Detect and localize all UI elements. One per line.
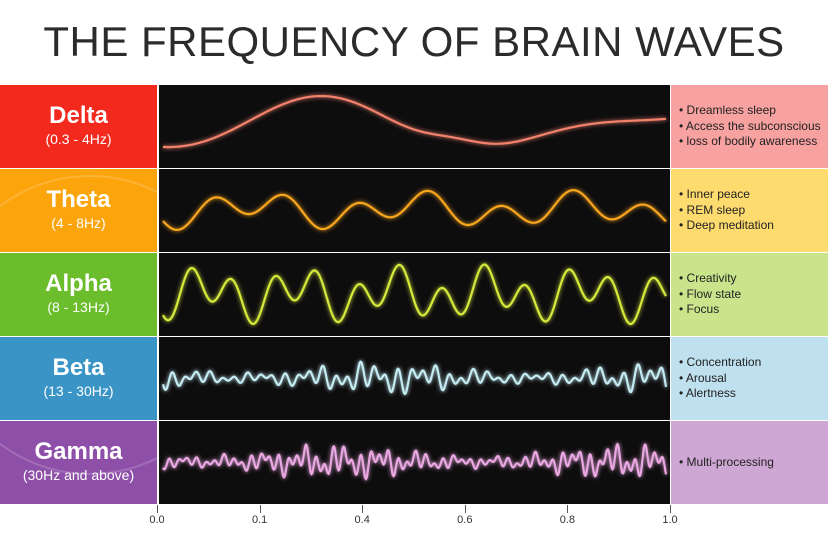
effect-item: • Arousal xyxy=(679,370,727,385)
effect-item: • Creativity xyxy=(679,271,737,286)
effect-item: • Focus xyxy=(679,302,720,317)
wave-effects: • Inner peace • REM sleep • Deep meditatio… xyxy=(671,169,828,252)
wave-line xyxy=(162,442,668,481)
wave-plot xyxy=(159,85,670,168)
axis-tick xyxy=(670,505,671,513)
effect-item: • loss of bodily awareness xyxy=(679,134,818,149)
wave-effects: • Dreamless sleep • Access the subconscio… xyxy=(671,85,828,168)
decorative-arc xyxy=(0,337,157,420)
wave-name: Delta xyxy=(49,102,108,129)
decorative-arc xyxy=(0,175,157,252)
axis-tick xyxy=(567,505,569,513)
wave-effects: • Multi-processing xyxy=(671,421,828,504)
wave-label-panel: Alpha (8 - 13Hz) xyxy=(0,253,157,336)
wave-label-panel: Beta (13 - 30Hz) xyxy=(0,337,157,420)
wave-row-theta: Theta (4 - 8Hz) • Inner peace • REM sleep… xyxy=(0,169,828,252)
axis-tick-label: 0.0 xyxy=(149,514,165,526)
wave-line xyxy=(162,263,667,326)
axis-tick-label: 1.0 xyxy=(662,514,678,526)
wave-plot xyxy=(159,421,670,504)
decorative-arc xyxy=(0,253,157,336)
axis-tick-label: 0.1 xyxy=(251,514,268,526)
effect-item: • Deep meditation xyxy=(679,218,774,233)
effect-item: • Dreamless sleep xyxy=(679,103,776,118)
wave-row-alpha: Alpha (8 - 13Hz) • Creativity • Flow stat… xyxy=(0,253,828,336)
effect-item: • Access the subconscious xyxy=(679,118,821,133)
wave-line xyxy=(161,360,668,396)
wave-effects: • Concentration • Arousal • Alertness xyxy=(671,337,828,420)
axis-tick xyxy=(259,505,261,513)
axis-tick-label: 0.6 xyxy=(457,514,473,526)
effect-item: • Alertness xyxy=(679,386,736,401)
wave-label-panel: Gamma (30Hz and above) xyxy=(0,421,157,504)
time-axis: 0.0 0.1 0.4 0.6 0.8 1.0 xyxy=(0,505,828,545)
wave-row-delta: Delta (0.3 - 4Hz) • Dreamless sleep • Acc… xyxy=(0,85,828,168)
wave-effects: • Creativity • Flow state • Focus xyxy=(671,253,828,336)
effect-item: • Inner peace xyxy=(679,187,750,202)
effect-item: • Concentration xyxy=(679,355,762,370)
effect-item: • Multi-processing xyxy=(679,454,774,469)
axis-tick-label: 0.8 xyxy=(559,514,576,526)
wave-line xyxy=(163,95,667,149)
wave-row-beta: Beta (13 - 30Hz) • Concentration • Arousa… xyxy=(0,337,828,420)
wave-label-panel: Delta (0.3 - 4Hz) xyxy=(0,85,157,168)
wave-plot xyxy=(159,337,670,420)
page-title: THE FREQUENCY OF BRAIN WAVES xyxy=(43,18,785,65)
axis-tick xyxy=(157,505,158,513)
wave-plot xyxy=(159,169,670,252)
axis-tick xyxy=(362,505,364,513)
wave-line xyxy=(162,189,667,231)
wave-row-gamma: Gamma (30Hz and above) • Multi-processin… xyxy=(0,421,828,504)
wave-label-panel: Theta (4 - 8Hz) xyxy=(0,169,157,252)
effect-item: • REM sleep xyxy=(679,202,746,217)
wave-frequency-range: (0.3 - 4Hz) xyxy=(45,131,112,147)
wave-plot xyxy=(159,253,670,336)
decorative-arc xyxy=(0,421,157,475)
effect-item: • Flow state xyxy=(679,286,742,301)
axis-tick xyxy=(464,505,466,513)
axis-tick-label: 0.4 xyxy=(354,514,370,526)
